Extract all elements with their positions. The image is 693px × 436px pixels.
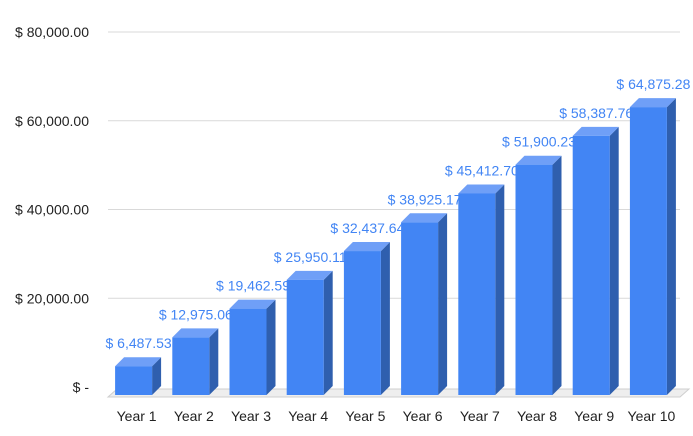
x-tick-label: Year 7 <box>460 408 500 424</box>
bars <box>115 98 676 396</box>
data-label: $ 6,487.53 <box>106 335 172 351</box>
bar <box>115 357 162 395</box>
x-tick-label: Year 3 <box>231 408 271 424</box>
bar-top-face <box>343 242 390 252</box>
bar <box>229 299 276 395</box>
bar-side-face <box>380 242 390 395</box>
x-tick-label: Year 5 <box>345 408 385 424</box>
x-tick-label: Year 2 <box>174 408 214 424</box>
data-label: $ 58,387.76 <box>559 105 633 121</box>
bar <box>401 213 448 395</box>
bar <box>172 328 219 395</box>
bar-side-face <box>666 98 676 396</box>
bar-front-face <box>286 279 324 395</box>
y-tick-label: $ 60,000.00 <box>15 113 89 129</box>
data-label: $ 25,950.11 <box>274 249 347 265</box>
bar <box>286 270 333 395</box>
bar <box>458 184 505 395</box>
bar-side-face <box>209 328 219 395</box>
y-tick-label: $ 80,000.00 <box>15 24 89 40</box>
bar-front-face <box>401 222 439 395</box>
bar-side-face <box>152 357 162 395</box>
bar-side-face <box>438 213 448 395</box>
y-tick-label: $ 20,000.00 <box>15 290 89 306</box>
y-tick-label: $ 40,000.00 <box>15 202 89 218</box>
bar-front-face <box>572 135 610 396</box>
bar-front-face <box>458 193 496 395</box>
data-label: $ 64,875.28 <box>616 76 690 92</box>
bar-top-face <box>572 126 619 136</box>
data-label: $ 12,975.06 <box>159 306 233 322</box>
bar-top-face <box>629 98 676 108</box>
x-tick-label: Year 8 <box>517 408 557 424</box>
data-labels: $ 6,487.53 $ 12,975.06 $ 19,462.59 $ 25,950… <box>106 76 691 351</box>
data-label: $ 45,412.70 <box>445 162 519 178</box>
x-tick-label: Year 1 <box>117 408 157 424</box>
x-axis-ticks: Year 1 Year 2 Year 3 Year 4 Year 5 Year 6 Year… <box>117 408 676 424</box>
bar-front-face <box>343 251 381 395</box>
bar-front-face <box>229 308 267 395</box>
bar-side-face <box>495 184 505 395</box>
bar-side-face <box>266 299 276 395</box>
bar-side-face <box>323 270 333 395</box>
bar-top-face <box>229 299 276 309</box>
bar <box>629 98 676 396</box>
data-label: $ 32,437.64 <box>330 220 404 236</box>
bar-front-face <box>172 337 210 395</box>
bar-top-face <box>286 270 333 280</box>
bar-top-face <box>172 328 219 338</box>
y-axis-ticks: $ - $ 20,000.00 $ 40,000.00 $ 60,000.00 $ 80… <box>15 24 89 395</box>
bar-top-face <box>458 184 505 194</box>
bar-top-face <box>515 155 562 165</box>
x-tick-label: Year 10 <box>628 408 676 424</box>
data-label: $ 38,925.17 <box>388 191 462 207</box>
bar <box>343 242 390 395</box>
x-tick-label: Year 9 <box>574 408 614 424</box>
bar-front-face <box>629 107 667 396</box>
bar-side-face <box>609 126 619 396</box>
bar-front-face <box>515 164 553 395</box>
y-tick-label: $ - <box>73 379 90 395</box>
data-label: $ 19,462.59 <box>216 278 290 294</box>
bar-top-face <box>115 357 162 367</box>
bar-front-face <box>115 366 153 395</box>
bar-side-face <box>552 155 562 395</box>
bar <box>515 155 562 395</box>
x-tick-label: Year 4 <box>288 408 328 424</box>
data-label: $ 51,900.23 <box>502 134 576 150</box>
bar-top-face <box>401 213 448 223</box>
x-tick-label: Year 6 <box>403 408 443 424</box>
bar <box>572 126 619 396</box>
